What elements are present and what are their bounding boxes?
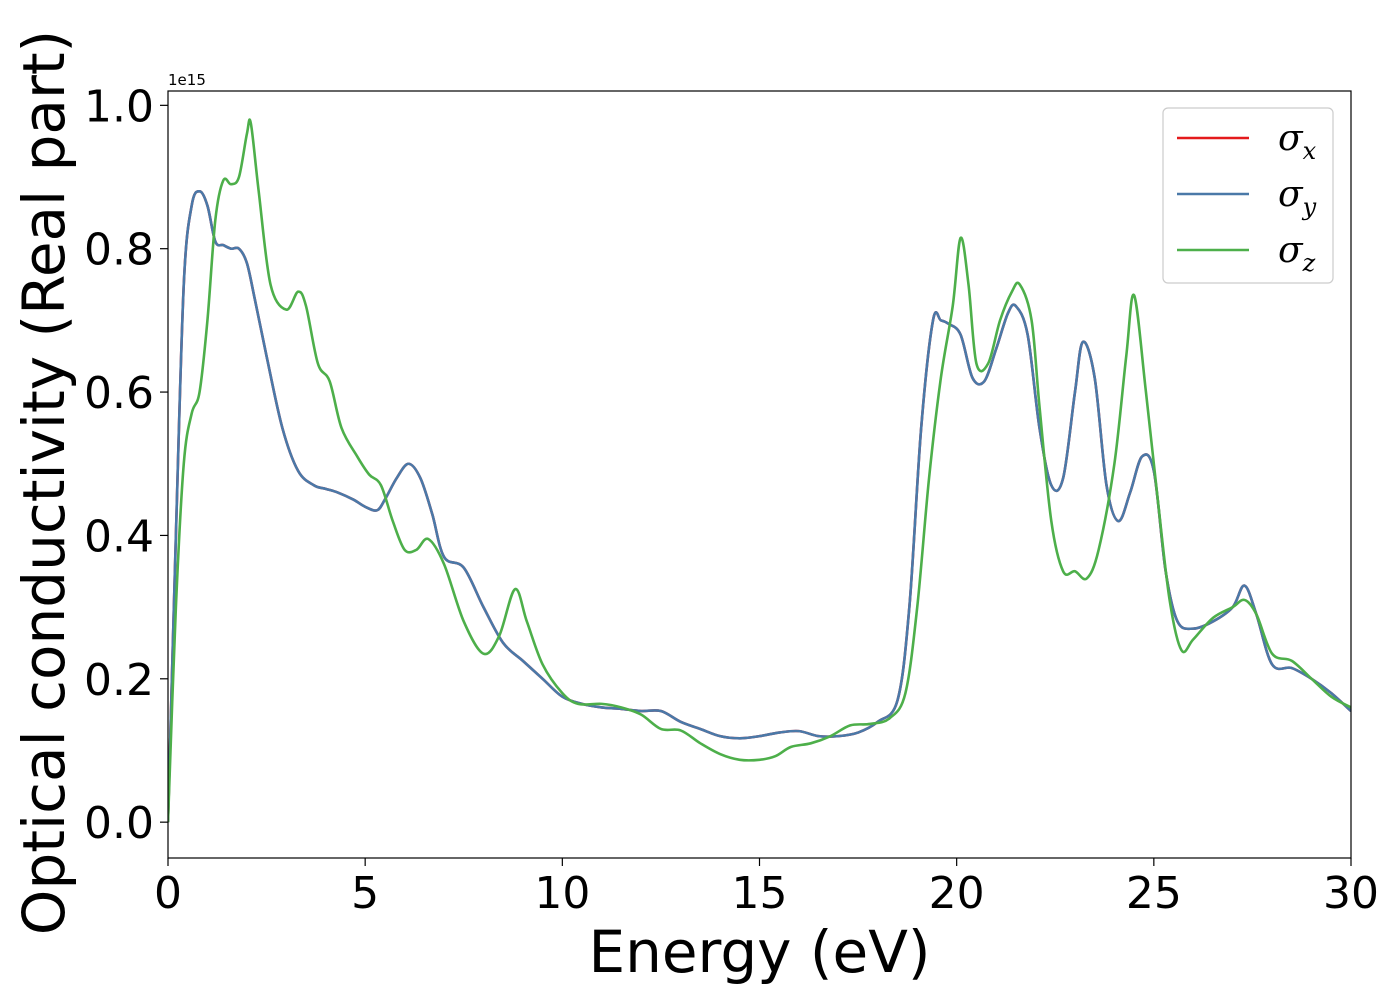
x-tick-label: 20 (929, 868, 985, 919)
legend-label-sigma-y: σy (1278, 174, 1317, 221)
legend: σx σy σz (1162, 107, 1334, 284)
x-tick-label: 30 (1323, 868, 1379, 919)
y-tick-label: 0.4 (84, 511, 154, 562)
series-layer (168, 118, 1351, 823)
y-tick-label: 0.8 (84, 225, 154, 276)
y-tick-label: 0.0 (84, 798, 154, 849)
series-line-sigma-y (168, 190, 1351, 823)
x-tick-label: 15 (732, 868, 788, 919)
series-line-sigma-z (168, 118, 1351, 823)
legend-label-sigma-x: σx (1278, 118, 1317, 165)
y-tick-label: 0.6 (84, 368, 154, 419)
x-axis: 0 5 10 15 20 25 30 (154, 858, 1379, 919)
x-tick-label: 25 (1126, 868, 1182, 919)
y-offset-text: 1e15 (168, 71, 206, 89)
y-tick-label: 0.2 (84, 655, 154, 706)
y-tick-label: 1.0 (84, 81, 154, 132)
y-axis-title: Optical conductivity (Real part) (10, 30, 78, 935)
legend-box (1162, 107, 1334, 284)
x-tick-label: 5 (351, 868, 379, 919)
y-axis: 0.0 0.2 0.4 0.6 0.8 1.0 (84, 81, 168, 849)
x-axis-title: Energy (eV) (588, 918, 930, 986)
x-tick-label: 10 (534, 868, 590, 919)
legend-label-sigma-z: σz (1278, 230, 1316, 277)
x-tick-label: 0 (154, 868, 182, 919)
series-line-sigma-x (168, 190, 1351, 823)
